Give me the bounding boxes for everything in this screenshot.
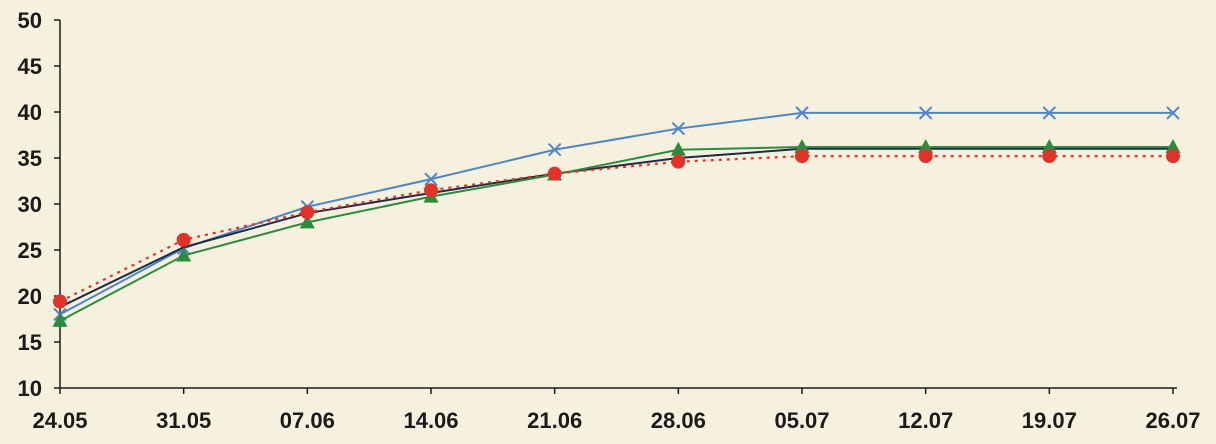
y-tick-label: 20 <box>18 284 42 309</box>
series-line <box>59 155 1173 303</box>
series-line <box>59 145 1173 322</box>
data-point-x-marker <box>1042 106 1057 120</box>
y-tick-label: 30 <box>18 192 42 217</box>
y-tick-label: 50 <box>18 8 42 33</box>
series-2 <box>59 147 1173 308</box>
series-layer <box>52 106 1181 327</box>
data-point-triangle-marker <box>1165 138 1181 153</box>
series-line <box>59 111 1173 316</box>
data-point-x-marker <box>671 121 686 136</box>
data-point-circle-marker <box>1166 149 1180 164</box>
data-point-circle-marker <box>424 183 438 198</box>
data-point-triangle-marker <box>918 138 934 153</box>
y-tick-label: 25 <box>18 238 42 263</box>
series-1 <box>53 106 1180 322</box>
x-tick-label: 31.05 <box>156 408 211 433</box>
data-point-circle-marker <box>53 294 67 309</box>
data-point-triangle-marker <box>176 247 192 262</box>
data-point-triangle-marker <box>52 312 68 327</box>
x-tick-label: 28.06 <box>651 408 706 433</box>
data-point-triangle-marker <box>1041 138 1057 153</box>
x-tick-label: 14.06 <box>403 408 458 433</box>
x-tick-label: 12.07 <box>898 408 953 433</box>
data-point-circle-marker <box>795 149 809 164</box>
data-point-x-marker <box>424 172 438 186</box>
data-point-x-marker <box>547 143 562 157</box>
series-4 <box>53 149 1180 309</box>
data-point-triangle-marker <box>670 141 686 156</box>
data-point-circle-marker <box>176 232 191 247</box>
data-point-circle-marker <box>918 149 933 164</box>
data-point-x-marker <box>1166 106 1180 120</box>
data-point-circle-marker <box>300 205 315 220</box>
data-point-circle-marker <box>671 154 686 169</box>
data-point-triangle-marker <box>794 138 810 153</box>
x-tick-label: 05.07 <box>774 408 829 433</box>
data-point-circle-marker <box>1042 149 1057 164</box>
y-tick-label: 35 <box>18 146 42 171</box>
x-tick-label: 26.07 <box>1145 408 1200 433</box>
data-point-triangle-marker <box>299 214 315 229</box>
y-tick-label: 40 <box>18 100 42 125</box>
data-point-x-marker <box>918 106 933 120</box>
x-tick-label: 19.07 <box>1022 408 1077 433</box>
x-axis: 24.05 31.05 07.06 14.06 21.06 28.06 05.07 12.07… <box>32 387 1201 433</box>
data-point-x-marker <box>795 106 809 120</box>
data-point-circle-marker <box>547 166 562 181</box>
y-tick-label: 10 <box>18 376 42 401</box>
y-axis: 10 15 20 25 30 35 40 45 50 <box>18 8 61 401</box>
x-tick-label: 21.06 <box>527 408 582 433</box>
y-tick-label: 45 <box>18 54 42 79</box>
x-tick-label: 07.06 <box>280 408 335 433</box>
series-line <box>59 147 1173 308</box>
y-tick-label: 15 <box>18 330 42 355</box>
x-tick-label: 24.05 <box>32 408 87 433</box>
